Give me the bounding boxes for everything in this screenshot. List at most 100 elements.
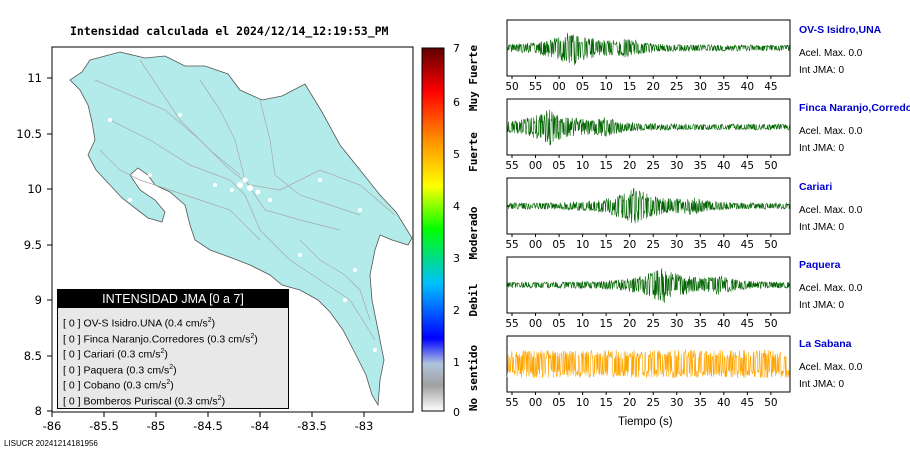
time-tick-label: 45 — [741, 318, 754, 330]
time-tick-label: 25 — [647, 160, 660, 172]
time-tick-label: 50 — [764, 160, 777, 172]
legend-row-unit-exponent: 2 — [207, 317, 212, 324]
waveform-trace — [506, 32, 790, 66]
time-tick-label: 05 — [552, 239, 565, 251]
time-tick-label: 10 — [599, 81, 612, 93]
waveform-panels: 50 55 00 05 10 15 20 25 30 35 40 45 55 00 05 10 15 20 25 30… — [505, 19, 791, 409]
time-tick-label: 00 — [529, 397, 542, 409]
lat-tick-label: 10.5 — [16, 127, 42, 141]
time-tick-label: 55 — [505, 239, 518, 251]
legend-row-value: (0.3 cm/s — [126, 364, 170, 376]
colorbar-categories: Muy Fuerte Fuerte Moderado Debil No sent… — [467, 45, 480, 412]
time-tick-label: 35 — [694, 318, 707, 330]
waveform-trace — [506, 268, 790, 303]
lat-tick-label: 10 — [27, 182, 42, 196]
legend-row: [ 0 ] OV-S Isidro.UNA (0.4 cm/s2) — [58, 313, 288, 330]
lon-tick-label: -84.5 — [193, 419, 223, 433]
legend-row-unit-exponent: 2 — [250, 332, 255, 340]
legend-row-station: Bomberos Puriscal — [83, 395, 172, 407]
time-tick-label: 55 — [505, 318, 518, 330]
colorbar-tick: 1 — [453, 356, 460, 369]
colorbar-tick: 6 — [453, 96, 460, 109]
legend-row: [ 0 ] Paquera (0.3 cm/s2) — [58, 360, 288, 377]
time-tick-label: 30 — [670, 397, 683, 409]
lon-tick-label: -84 — [251, 419, 270, 433]
legend-row-value: (0.3 cm/s — [117, 348, 161, 361]
time-tick-label: 30 — [694, 81, 707, 93]
station-acel-max: Acel. Max. 0.0 — [799, 126, 863, 137]
time-tick-label: 45 — [741, 397, 754, 409]
legend-row: [ 0 ] Cariari (0.3 cm/s2) — [58, 344, 288, 361]
time-tick-label: 30 — [670, 160, 683, 172]
map-title: Intensidad calculada el 2024/12/14_12:19… — [70, 24, 389, 38]
station-acel-max: Acel. Max. 0.0 — [799, 362, 863, 373]
footer-code: LISUCR 20241214181956 — [4, 439, 98, 448]
legend-row-close: ) — [173, 364, 177, 376]
time-tick-label: 40 — [717, 160, 730, 172]
legend-header: INTENSIDAD JMA [0 a 7] — [58, 290, 288, 308]
lat-tick-label: 11 — [27, 71, 42, 85]
category-no-sentido: No sentido — [467, 345, 480, 412]
legend-row-close: ) — [170, 379, 174, 392]
legend-row-station: Cobano — [83, 379, 121, 392]
time-tick-label: 15 — [599, 239, 612, 251]
road-network — [94, 59, 396, 341]
lon-tick-label: -86 — [43, 419, 62, 433]
time-tick-label: 30 — [670, 318, 683, 330]
time-tick-label: 15 — [599, 318, 612, 330]
time-tick-label: 45 — [741, 160, 754, 172]
colorbar-tick: 2 — [453, 304, 460, 317]
lat-tick-label: 9 — [35, 293, 42, 307]
time-tick-label: 50 — [505, 81, 518, 93]
station-int-jma: Int JMA: 0 — [799, 65, 845, 76]
station-int-jma: Int JMA: 0 — [799, 222, 845, 233]
colorbar-tick: 4 — [453, 200, 460, 213]
station-int-jma: Int JMA: 0 — [799, 300, 845, 311]
station-name: Cariari — [799, 181, 833, 193]
legend-row: [ 0 ] Finca Naranjo.Corredores (0.3 cm/s… — [58, 329, 288, 346]
time-tick-label: 05 — [552, 397, 565, 409]
time-tick-label: 35 — [694, 397, 707, 409]
time-axis-label: Tiempo (s) — [618, 416, 673, 428]
station-int-jma: Int JMA: 0 — [799, 379, 845, 390]
time-tick-label: 15 — [599, 160, 612, 172]
costa-rica-land — [69, 51, 413, 407]
category-muy-fuerte: Muy Fuerte — [467, 45, 480, 112]
time-tick-label: 35 — [694, 239, 707, 251]
legend-row: [ 0 ] Cobano (0.3 cm/s2) — [58, 375, 288, 392]
time-tick-label: 05 — [552, 160, 565, 172]
colorbar-tick: 5 — [453, 148, 460, 161]
lat-tick-label: 8.5 — [24, 349, 42, 363]
time-tick-label: 25 — [647, 239, 660, 251]
legend-row-bracket: [ 0 ] — [63, 364, 81, 376]
colorbar-ticks: 7 6 5 4 3 2 1 0 — [453, 42, 460, 419]
waveform-trace — [506, 188, 790, 224]
waveform-trace — [506, 109, 790, 146]
station-name: La Sabana — [799, 338, 852, 350]
time-tick-label: 45 — [741, 239, 754, 251]
station-name: Finca Naranjo,Corredores — [799, 102, 910, 114]
legend-row-close: ) — [211, 317, 216, 330]
time-tick-label: 40 — [741, 81, 754, 93]
legend-row-unit-exponent: 2 — [166, 379, 171, 386]
lon-axis: -86 -85.5 -85 -84.5 -84 -83.5 -83 — [43, 412, 373, 433]
time-tick-label: 05 — [552, 318, 565, 330]
legend-row-unit-exponent: 2 — [160, 348, 165, 355]
time-tick-label: 50 — [764, 239, 777, 251]
time-tick-label: 15 — [623, 81, 636, 93]
legend-row-unit-exponent: 2 — [169, 363, 174, 371]
category-moderado: Moderado — [467, 206, 480, 259]
time-tick-label: 50 — [764, 318, 777, 330]
legend-row: [ 0 ] Bomberos Puriscal (0.3 cm/s2) — [58, 391, 288, 408]
time-tick-label: 40 — [717, 239, 730, 251]
time-tick-label: 35 — [694, 160, 707, 172]
time-tick-label: 10 — [576, 160, 589, 172]
time-tick-label: 25 — [647, 397, 660, 409]
legend-row-station: OV-S Isidro.UNA — [83, 317, 162, 330]
legend-row-bracket: [ 0 ] — [63, 379, 81, 392]
time-tick-label: 55 — [529, 81, 542, 93]
time-tick-label: 00 — [529, 239, 542, 251]
time-tick-label: 00 — [529, 160, 542, 172]
colorbar-tick: 0 — [453, 406, 460, 419]
station-name: OV-S Isidro,UNA — [799, 24, 882, 36]
